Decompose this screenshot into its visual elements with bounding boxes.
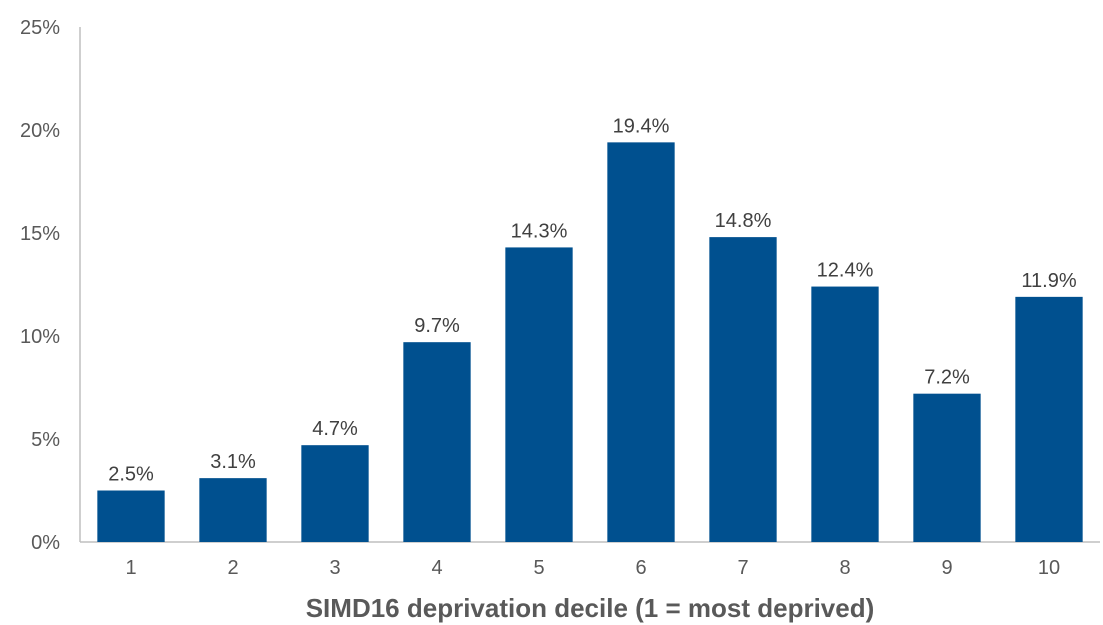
y-tick-label: 15% [20,223,60,245]
y-tick-label: 0% [31,532,60,554]
x-tick-label: 3 [329,557,340,579]
bar-data-label: 19.4% [613,115,670,137]
x-tick-label: 2 [227,557,238,579]
bar [913,393,981,542]
bar [403,342,471,542]
x-tick-label: 4 [431,557,442,579]
bar [811,286,879,542]
bars-group: 2.5% 3.1% 4.7% 9.7% 14.3% 19.4% 14.8% 12.4% 7.2%… [97,115,1083,543]
y-tick-label: 5% [31,429,60,451]
x-axis-ticks: 1 2 3 4 5 6 7 8 9 10 [125,557,1060,579]
bar-data-label: 3.1% [210,451,256,473]
bar [1015,296,1083,542]
bar [97,490,165,542]
y-tick-label: 20% [20,120,60,142]
x-tick-label: 9 [941,557,952,579]
bar-data-label: 12.4% [817,260,874,282]
x-tick-label: 1 [125,557,136,579]
y-tick-label: 10% [20,326,60,348]
x-tick-label: 5 [533,557,544,579]
bar-data-label: 11.9% [1021,270,1076,292]
bar-data-label: 14.8% [715,210,772,232]
bar [505,247,573,543]
bar-data-label: 7.2% [924,367,970,389]
x-tick-label: 7 [737,557,748,579]
x-tick-label: 8 [839,557,850,579]
bar [709,237,777,542]
x-tick-label: 6 [635,557,646,579]
y-axis-ticks: 0% 5% 10% 15% 20% 25% [20,17,60,554]
bar-data-label: 9.7% [414,315,460,337]
x-tick-label: 10 [1038,557,1060,579]
x-axis-title: SIMD16 deprivation decile (1 = most depr… [306,593,875,623]
bar [301,445,369,542]
bar-data-label: 14.3% [511,220,568,242]
bar [199,478,267,542]
y-tick-label: 25% [20,17,60,39]
bar [607,142,675,543]
bar-data-label: 2.5% [108,464,154,486]
bar-data-label: 4.7% [312,418,358,440]
